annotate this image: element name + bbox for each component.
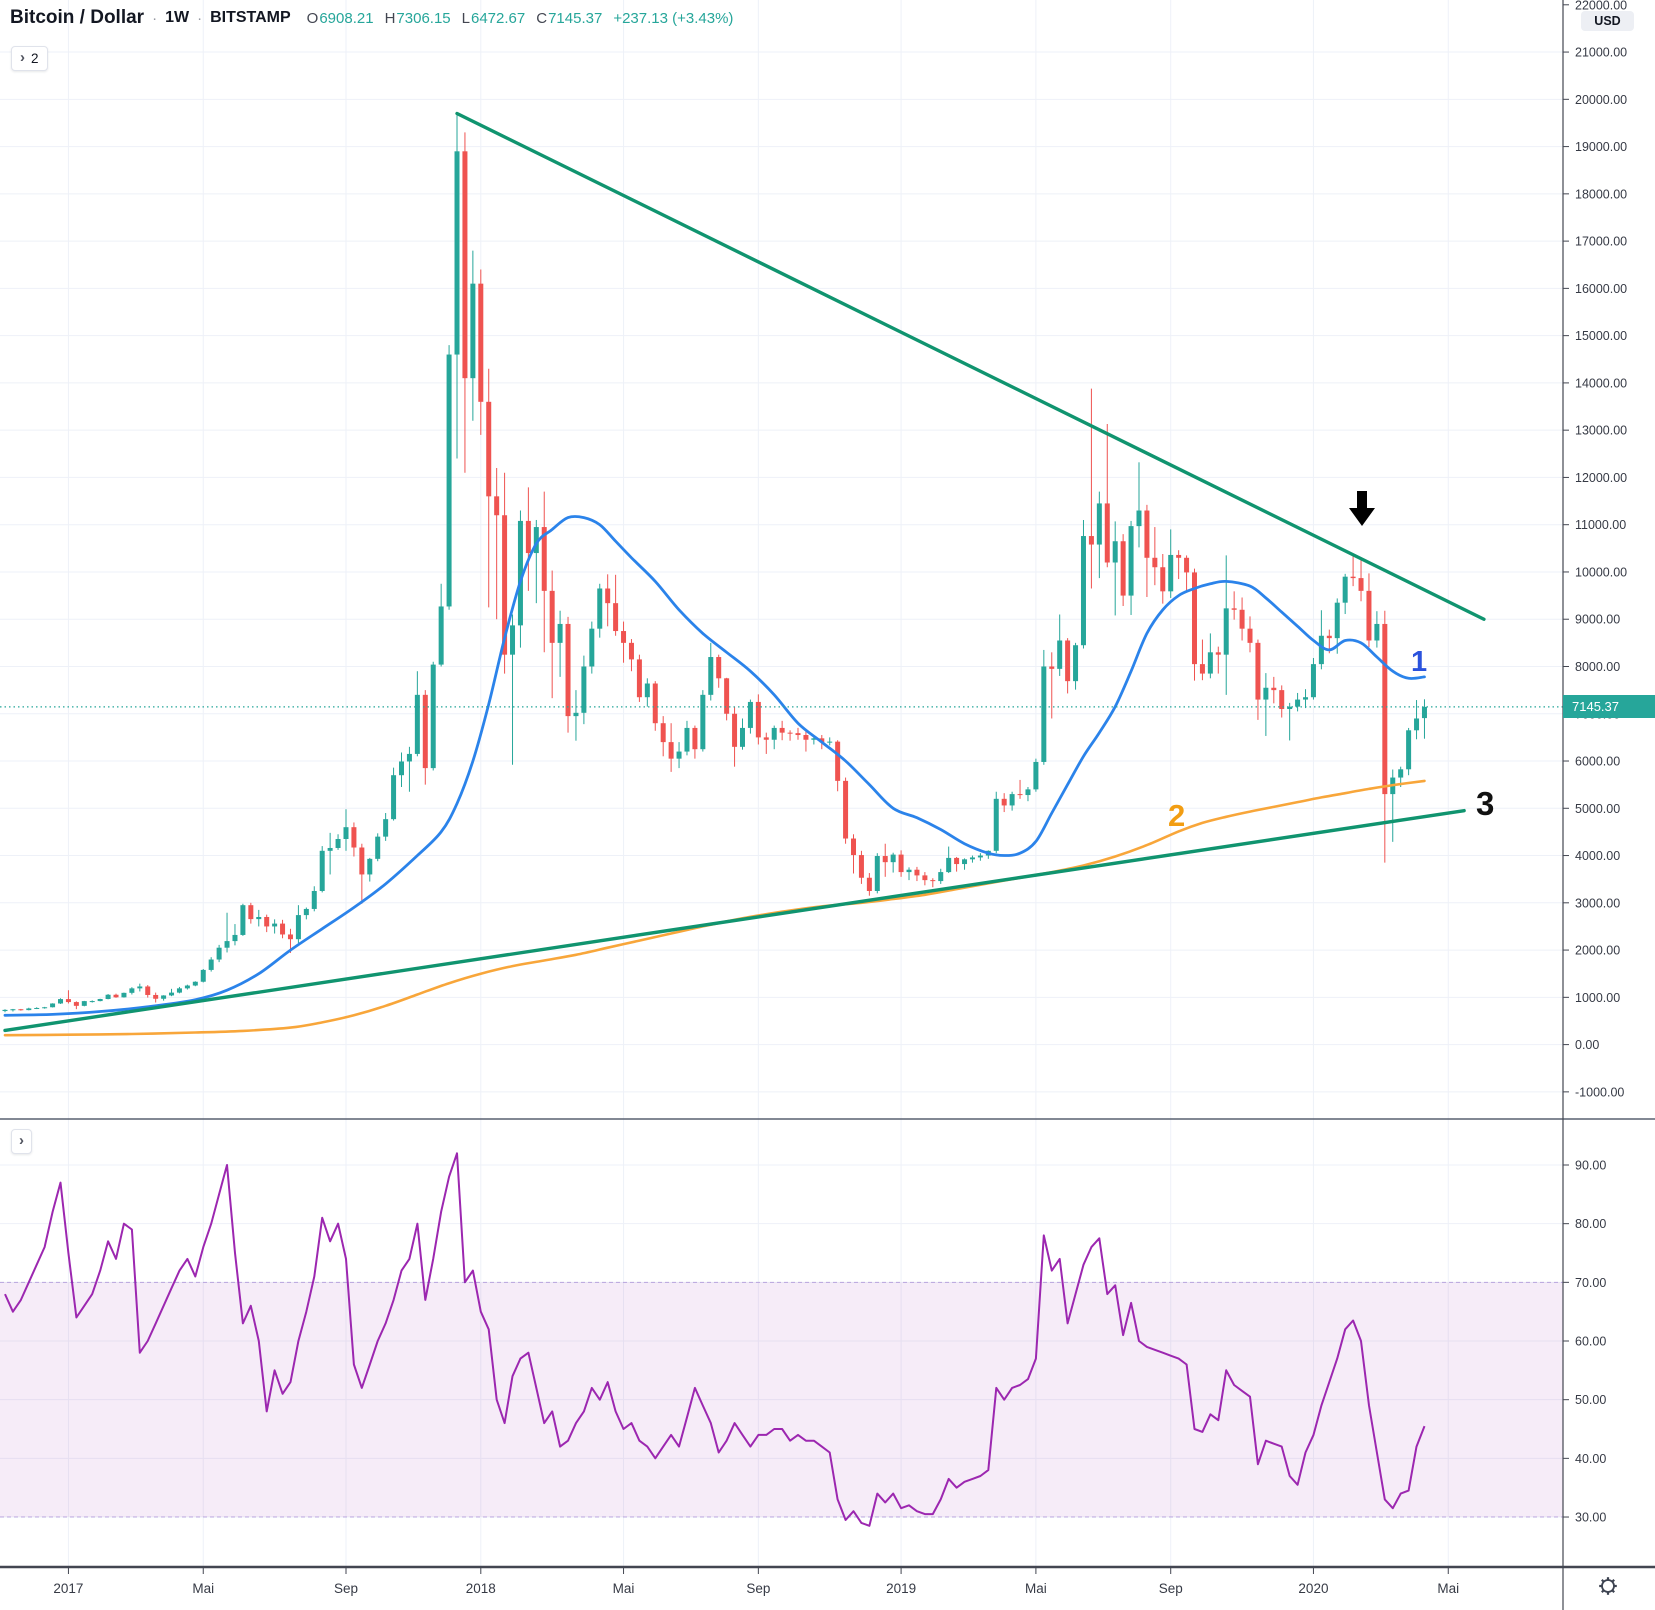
svg-text:13000.00: 13000.00 bbox=[1575, 424, 1627, 438]
svg-text:60.00: 60.00 bbox=[1575, 1335, 1606, 1349]
support-line-label[interactable]: 3 bbox=[1476, 785, 1494, 822]
svg-text:70.00: 70.00 bbox=[1575, 1276, 1606, 1290]
rsi-collapse-button[interactable]: › bbox=[11, 1129, 32, 1154]
svg-text:50.00: 50.00 bbox=[1575, 1393, 1606, 1407]
chevron-right-icon: › bbox=[20, 49, 25, 66]
time-axis[interactable]: 2017 Mai Sep 2018 Mai Sep 2019 Mai Sep 2020 Mai bbox=[53, 1567, 1459, 1596]
trendline-descending-resistance[interactable] bbox=[455, 111, 1486, 621]
rsi-line[interactable] bbox=[4, 1152, 1426, 1527]
svg-text:20000.00: 20000.00 bbox=[1575, 93, 1627, 107]
svg-text:10000.00: 10000.00 bbox=[1575, 565, 1627, 579]
ohlc-open: O6908.21 bbox=[306, 9, 374, 27]
svg-text:-1000.00: -1000.00 bbox=[1575, 1085, 1624, 1099]
indicator-count: 2 bbox=[31, 51, 39, 66]
svg-text:5000.00: 5000.00 bbox=[1575, 802, 1620, 816]
trendline-rejection-arrow[interactable] bbox=[1349, 491, 1375, 526]
ohlc-low: L6472.67 bbox=[461, 9, 526, 27]
svg-text:14000.00: 14000.00 bbox=[1575, 376, 1627, 390]
svg-text:16000.00: 16000.00 bbox=[1575, 282, 1627, 296]
chevron-right-icon: › bbox=[19, 1132, 24, 1149]
svg-text:22000.00: 22000.00 bbox=[1575, 0, 1627, 12]
svg-text:19000.00: 19000.00 bbox=[1575, 140, 1627, 154]
separator-dot: · bbox=[197, 9, 203, 27]
svg-text:90.00: 90.00 bbox=[1575, 1159, 1606, 1173]
svg-text:Sep: Sep bbox=[746, 1581, 770, 1596]
ohlc-readout: O6908.21 H7306.15 L6472.67 C7145.37 +237… bbox=[307, 10, 734, 27]
svg-text:1000.00: 1000.00 bbox=[1575, 991, 1620, 1005]
svg-text:2018: 2018 bbox=[466, 1581, 496, 1596]
price-axis[interactable]: 22000.00 21000.00 20000.00 19000.00 18000.00… bbox=[1563, 0, 1627, 1525]
svg-text:11000.00: 11000.00 bbox=[1575, 518, 1626, 532]
svg-text:40.00: 40.00 bbox=[1575, 1452, 1606, 1466]
separator-dot: · bbox=[152, 9, 158, 27]
ma-fast-label[interactable]: 1 bbox=[1411, 646, 1427, 678]
svg-text:17000.00: 17000.00 bbox=[1575, 235, 1627, 249]
current-price-badge: 7145.37 bbox=[1563, 695, 1655, 719]
ohlc-close: C7145.37 bbox=[536, 9, 603, 27]
svg-text:Sep: Sep bbox=[1159, 1581, 1183, 1596]
svg-text:18000.00: 18000.00 bbox=[1575, 187, 1627, 201]
svg-text:2019: 2019 bbox=[886, 1581, 916, 1596]
svg-text:0.00: 0.00 bbox=[1575, 1038, 1599, 1052]
svg-text:Mai: Mai bbox=[1025, 1581, 1047, 1596]
svg-text:Mai: Mai bbox=[1437, 1581, 1459, 1596]
symbol-header: Bitcoin / Dollar · 1W · BITSTAMP O6908.2… bbox=[10, 7, 733, 29]
svg-text:6000.00: 6000.00 bbox=[1575, 755, 1620, 769]
svg-text:12000.00: 12000.00 bbox=[1575, 471, 1627, 485]
symbol-title[interactable]: Bitcoin / Dollar bbox=[10, 7, 145, 28]
svg-text:Mai: Mai bbox=[192, 1581, 214, 1596]
candlestick-series[interactable] bbox=[2, 115, 1427, 1013]
ma-slow-label[interactable]: 2 bbox=[1168, 798, 1185, 833]
svg-text:3000.00: 3000.00 bbox=[1575, 896, 1620, 910]
svg-text:Mai: Mai bbox=[613, 1581, 635, 1596]
svg-text:30.00: 30.00 bbox=[1575, 1511, 1606, 1525]
change-value: +237.13 (+3.43%) bbox=[613, 9, 734, 27]
trendline-ascending-support[interactable] bbox=[3, 808, 1466, 1033]
svg-text:2017: 2017 bbox=[53, 1581, 83, 1596]
interval-label[interactable]: 1W bbox=[165, 9, 190, 26]
svg-text:8000.00: 8000.00 bbox=[1575, 660, 1620, 674]
settings-gear-icon[interactable] bbox=[1594, 1572, 1622, 1600]
svg-text:9000.00: 9000.00 bbox=[1575, 613, 1620, 627]
svg-text:Sep: Sep bbox=[334, 1581, 358, 1596]
svg-text:2020: 2020 bbox=[1298, 1581, 1328, 1596]
ohlc-high: H7306.15 bbox=[384, 9, 451, 27]
svg-text:21000.00: 21000.00 bbox=[1575, 46, 1627, 60]
exchange-label[interactable]: BITSTAMP bbox=[210, 9, 291, 26]
currency-badge[interactable]: USD bbox=[1581, 11, 1634, 31]
svg-text:80.00: 80.00 bbox=[1575, 1217, 1606, 1231]
svg-text:4000.00: 4000.00 bbox=[1575, 849, 1620, 863]
svg-text:15000.00: 15000.00 bbox=[1575, 329, 1627, 343]
svg-text:2000.00: 2000.00 bbox=[1575, 944, 1620, 958]
rsi-band bbox=[0, 1282, 1563, 1518]
legend-collapse-button[interactable]: › 2 bbox=[11, 46, 48, 71]
ma-fast-line[interactable] bbox=[3, 515, 1426, 1017]
